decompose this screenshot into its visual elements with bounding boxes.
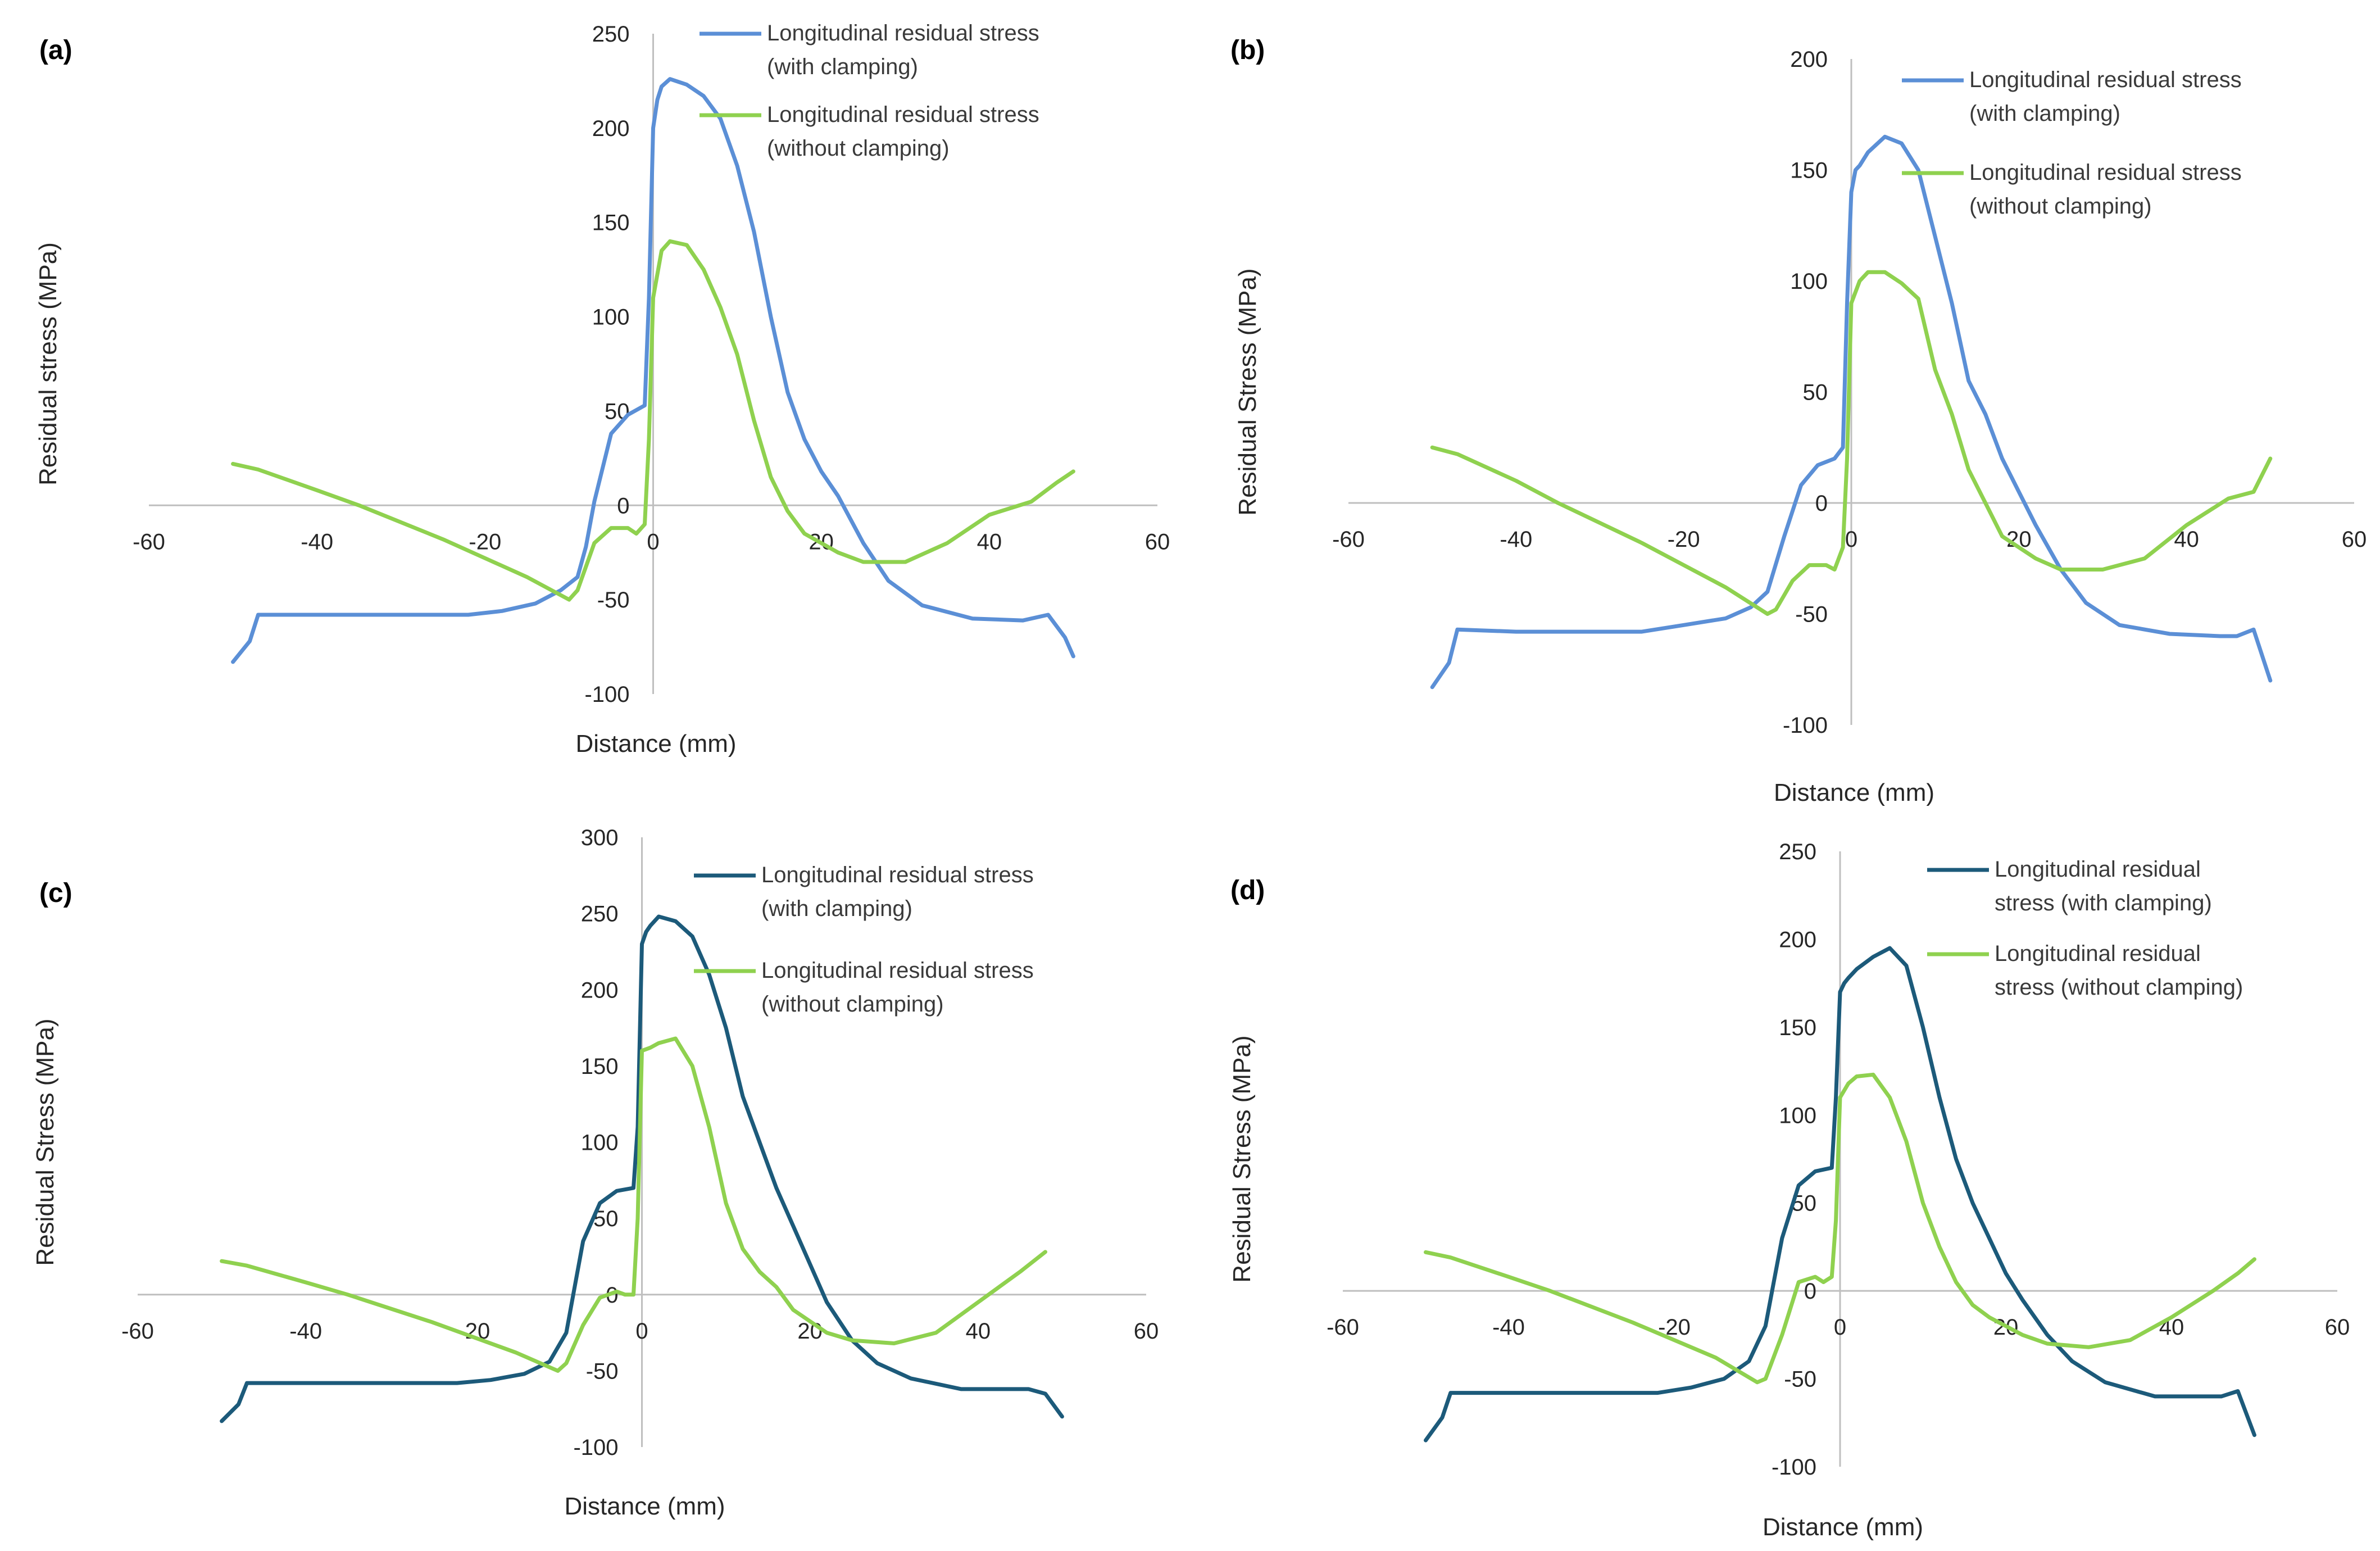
legend-entry-text: stress (with clamping) xyxy=(1995,891,2212,915)
x-tick-label: -60 xyxy=(1327,1315,1359,1340)
legend-entry-text: (without clamping) xyxy=(761,992,944,1017)
chart-b-svg: (b)-60 -40 -20 0 20 40 60-100-50050100150200Di… xyxy=(1230,35,2367,806)
y-tick-label: -100 xyxy=(1772,1455,1816,1480)
y-tick-label: 100 xyxy=(1790,269,1828,294)
y-tick-label: 200 xyxy=(581,978,619,1003)
chart-panel-b: (b) -60 -40 -20 0 20 40 60 -100 -50 0 50 100 150 200 Di… xyxy=(1191,0,2377,809)
legend-entry-text: Longitudinal residual stress xyxy=(767,21,1039,46)
y-tick-label: 100 xyxy=(581,1131,619,1155)
series-line-without-clamping xyxy=(231,239,1075,602)
legend-entry-text: Longitudinal residual stress xyxy=(767,102,1039,127)
legend-entry-text: Longitudinal residual stress xyxy=(1969,160,2242,185)
panel-label: (d) xyxy=(1230,876,1265,905)
y-tick-label: 150 xyxy=(1779,1015,1816,1040)
chart-panel-d: (d) -60 -40 -20 0 20 40 60 -100 -50 0 50 100 150 200 25… xyxy=(1191,798,2377,1548)
y-tick-label: 50 xyxy=(1803,380,1828,405)
y-tick-label: 200 xyxy=(1790,47,1828,72)
x-tick-label: 60 xyxy=(2342,527,2367,552)
y-tick-label: -100 xyxy=(584,682,629,707)
series-line-without-clamping xyxy=(1424,1072,2256,1385)
legend-entry-text: (with clamping) xyxy=(1969,101,2120,126)
y-tick-label: 250 xyxy=(592,22,630,47)
chart-panel-c: (c) -60 -40 -20 0 20 40 60 -100 -50 0 50 100 150 200 25… xyxy=(0,798,1186,1545)
y-tick-label: 0 xyxy=(1815,491,1828,516)
x-tick-label: -60 xyxy=(133,529,165,554)
x-axis-title: Distance (mm) xyxy=(564,1493,725,1520)
x-tick-label: 0 xyxy=(1845,527,1857,552)
x-axis-title: Distance (mm) xyxy=(575,730,736,758)
panel-label: (c) xyxy=(39,878,72,908)
x-tick-label: -60 xyxy=(1332,527,1365,552)
x-tick-label: 40 xyxy=(977,529,1002,554)
y-tick-label: 250 xyxy=(581,902,619,927)
series-line-without-clamping xyxy=(1430,270,2273,616)
x-tick-label: -20 xyxy=(1668,527,1700,552)
y-tick-label: 100 xyxy=(592,305,630,330)
y-axis-title: Residual Stress (MPa) xyxy=(31,1018,59,1266)
y-tick-label: 150 xyxy=(592,211,630,235)
y-axis-title: Residual stress (MPa) xyxy=(34,242,62,486)
panel-label: (b) xyxy=(1230,35,1265,65)
legend-entry-text: Longitudinal residual xyxy=(1995,857,2201,882)
legend-entry-text: stress (without clamping) xyxy=(1995,975,2243,1000)
chart-d-svg: (d)-60 -40 -20 0 20 40 60-100-5005010015020025… xyxy=(1228,840,2350,1541)
x-tick-label: -40 xyxy=(1500,527,1532,552)
x-tick-label: -20 xyxy=(469,529,501,554)
y-tick-label: 200 xyxy=(592,116,630,141)
x-tick-label: 60 xyxy=(1134,1319,1159,1344)
x-tick-label: 0 xyxy=(647,529,659,554)
y-axis-title: Residual Stress (MPa) xyxy=(1228,1035,1256,1282)
series-line-with-clamping xyxy=(1430,134,2273,690)
x-tick-label: -40 xyxy=(1492,1315,1525,1340)
y-tick-label: 150 xyxy=(581,1054,619,1079)
series-line-with-clamping xyxy=(231,77,1075,664)
y-tick-label: 0 xyxy=(1804,1279,1816,1304)
y-tick-label: -50 xyxy=(1784,1367,1816,1392)
legend-entry-text: Longitudinal residual stress xyxy=(1969,67,2242,92)
legend-entry-text: (without clamping) xyxy=(1969,194,2152,219)
chart-panel-a: (a) -60 -40 -20 0 20 40 60 -100 -50 0 50 100 150 200 25… xyxy=(0,0,1186,776)
series-line-with-clamping xyxy=(220,914,1064,1423)
legend-entry-text: Longitudinal residual xyxy=(1995,941,2201,966)
y-axis-title: Residual Stress (MPa) xyxy=(1234,268,1261,515)
x-axis-title: Distance (mm) xyxy=(1774,779,1934,806)
y-tick-label: 250 xyxy=(1779,840,1816,864)
legend-entry-text: (with clamping) xyxy=(761,896,912,921)
series-line-without-clamping xyxy=(220,1036,1047,1373)
series-line-with-clamping xyxy=(1424,946,2256,1443)
y-tick-label: -100 xyxy=(573,1435,618,1460)
x-tick-label: 40 xyxy=(966,1319,991,1344)
x-tick-label: 60 xyxy=(1145,529,1170,554)
y-tick-label: 100 xyxy=(1779,1103,1816,1128)
y-tick-label: -50 xyxy=(597,588,630,613)
x-tick-label: -40 xyxy=(301,529,333,554)
x-tick-label: 0 xyxy=(1834,1315,1846,1340)
legend-entry-text: (without clamping) xyxy=(767,136,950,161)
y-tick-label: -100 xyxy=(1783,713,1828,738)
x-axis-title: Distance (mm) xyxy=(1763,1513,1923,1541)
legend-entry-text: Longitudinal residual stress xyxy=(761,958,1034,983)
legend-entry-text: (with clamping) xyxy=(767,55,918,79)
chart-c-svg: (c)-60 -40 -20 0 20 40 60-100-5005010015020025… xyxy=(31,826,1159,1520)
y-tick-label: 50 xyxy=(605,399,630,424)
y-tick-label: 0 xyxy=(617,493,629,518)
y-tick-label: -50 xyxy=(1795,602,1828,627)
legend-entry-text: Longitudinal residual stress xyxy=(761,863,1034,887)
y-tick-label: 150 xyxy=(1790,158,1828,183)
x-tick-label: -40 xyxy=(289,1319,322,1344)
y-tick-label: -50 xyxy=(586,1359,619,1384)
x-tick-label: -60 xyxy=(121,1319,154,1344)
y-tick-label: 300 xyxy=(581,826,619,850)
x-tick-label: 60 xyxy=(2325,1315,2350,1340)
y-tick-label: 200 xyxy=(1779,927,1816,952)
panel-label: (a) xyxy=(39,35,72,65)
chart-a-svg: (a)-60 -40 -20 0 20 40 60-100-5005010015020025… xyxy=(34,21,1170,758)
x-tick-label: 0 xyxy=(635,1319,648,1344)
